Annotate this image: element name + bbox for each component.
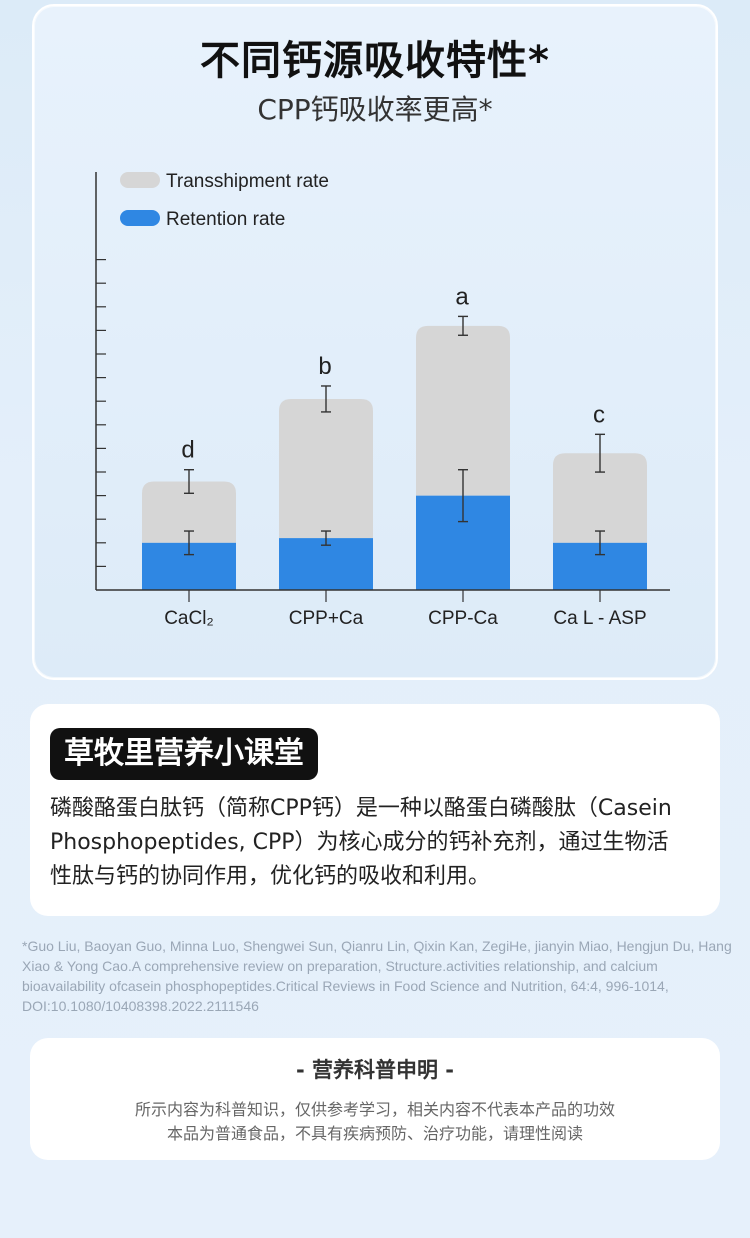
y-axis [95, 172, 106, 590]
bar-transshipment [553, 453, 647, 543]
bar-transshipment [142, 481, 236, 543]
x-tick-label: CPP+Ca [289, 608, 364, 629]
stacked-bar-chart: Transshipment rate Retention rate d b a c Ca… [95, 171, 670, 629]
notice-title: - 营养科普申明 - [295, 1058, 455, 1082]
bar-transshipment [416, 325, 510, 496]
legend-swatch [120, 210, 160, 226]
legend-swatch [120, 172, 160, 188]
info-line: 性肽与钙的协同作用，优化钙的吸收和利用。 [50, 864, 491, 889]
x-tick-label: Ca L - ASP [553, 608, 646, 629]
info-card: 草牧里营养小课堂 磷酸酪蛋白肽钙（简称CPP钙）是一种以酪蛋白磷酸肽（Casei… [30, 704, 720, 916]
chart-bars: d b a c [142, 283, 647, 590]
info-line: Phosphopeptides, CPP）为核心成分的钙补充剂，通过生物活 [50, 830, 669, 855]
legend-label: Retention rate [166, 209, 285, 230]
notice-line-1: 所示内容为科普知识，仅供参考学习，相关内容不代表本产品的功效 [134, 1100, 615, 1119]
x-tick-label: CaCl₂ [164, 608, 214, 629]
page-title: 不同钙源吸收特性* [200, 38, 550, 84]
x-tick-label: CPP-Ca [428, 608, 498, 629]
significance-label: c [593, 401, 605, 428]
info-text: 磷酸酪蛋白肽钙（简称CPP钙）是一种以酪蛋白磷酸肽（Casein Phospho… [50, 792, 710, 894]
page-subtitle: CPP钙吸收率更高* [257, 93, 493, 126]
bar-transshipment [279, 398, 373, 539]
info-line: 磷酸酪蛋白肽钙（简称CPP钙）是一种以酪蛋白磷酸肽（Casein [50, 796, 672, 821]
notice-card: - 营养科普申明 - 所示内容为科普知识，仅供参考学习，相关内容不代表本产品的功… [30, 1038, 720, 1160]
significance-label: b [318, 353, 331, 380]
info-badge: 草牧里营养小课堂 [50, 728, 318, 780]
chart-legend: Transshipment rate Retention rate [120, 171, 329, 230]
significance-label: d [181, 437, 194, 464]
legend-label: Transshipment rate [166, 171, 329, 192]
significance-label: a [455, 283, 469, 310]
citation-text: *Guo Liu, Baoyan Guo, Minna Luo, Shengwe… [22, 938, 732, 1014]
bar-retention [279, 538, 373, 590]
notice-line-2: 本品为普通食品，不具有疾病预防、治疗功能，请理性阅读 [166, 1124, 583, 1143]
x-axis: CaCl₂ CPP+Ca CPP-Ca Ca L - ASP [96, 589, 670, 629]
